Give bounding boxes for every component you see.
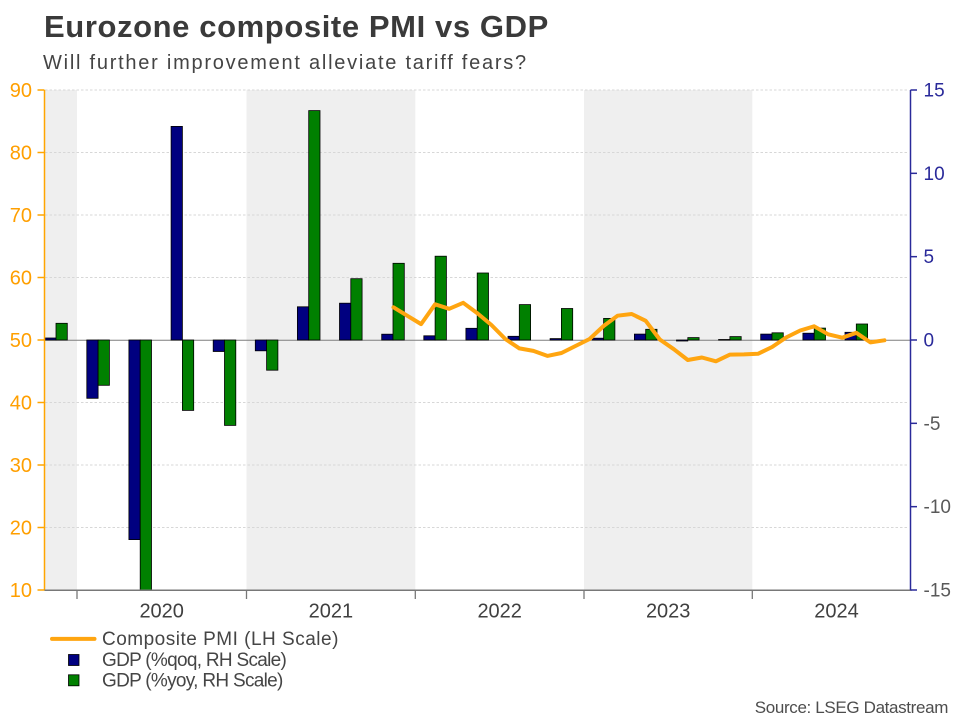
svg-text:80: 80 [10, 143, 32, 165]
svg-text:2020: 2020 [139, 601, 184, 623]
svg-text:30: 30 [10, 455, 32, 477]
svg-text:Composite PMI (LH Scale): Composite PMI (LH Scale) [102, 629, 339, 650]
svg-text:60: 60 [10, 268, 32, 290]
svg-text:2022: 2022 [477, 601, 522, 623]
svg-text:-5: -5 [924, 414, 941, 435]
svg-text:90: 90 [10, 80, 32, 102]
svg-text:GDP (%qoq, RH Scale): GDP (%qoq, RH Scale) [102, 650, 287, 671]
svg-text:2021: 2021 [309, 601, 354, 623]
svg-text:40: 40 [10, 393, 32, 415]
svg-text:0: 0 [924, 331, 935, 352]
svg-text:20: 20 [10, 518, 32, 540]
svg-text:5: 5 [924, 247, 935, 268]
svg-text:GDP (%yoy, RH Scale): GDP (%yoy, RH Scale) [102, 670, 283, 691]
svg-text:10: 10 [924, 164, 945, 185]
svg-text:-15: -15 [924, 581, 951, 602]
svg-text:-10: -10 [924, 497, 951, 518]
svg-text:70: 70 [10, 205, 32, 227]
svg-text:2023: 2023 [646, 601, 691, 623]
svg-text:15: 15 [924, 81, 945, 102]
svg-text:50: 50 [10, 330, 32, 352]
svg-text:2024: 2024 [814, 601, 859, 623]
svg-text:10: 10 [10, 580, 32, 602]
